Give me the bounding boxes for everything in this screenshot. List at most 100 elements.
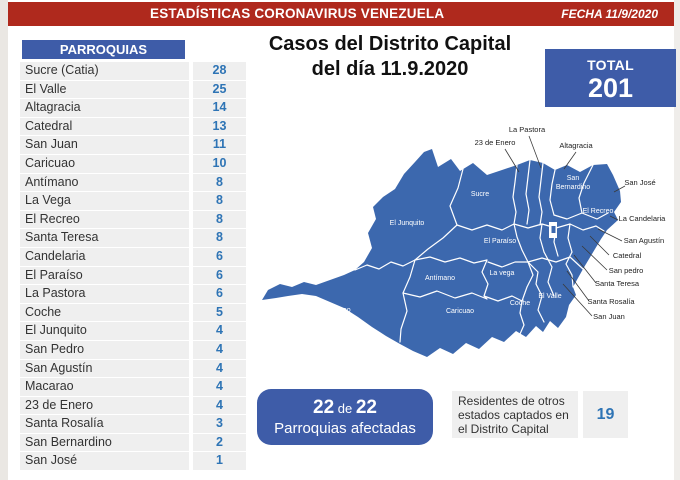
table-row: Catedral 13 <box>20 117 246 136</box>
table-row: Santa Rosalía 3 <box>20 415 246 433</box>
parroquia-value: 14 <box>193 99 246 117</box>
map-leader-line <box>563 151 577 170</box>
map-leader-line <box>504 148 520 173</box>
table-row: Altagracia 14 <box>20 99 246 117</box>
map-outside-label: Santa Teresa <box>595 279 640 288</box>
map-outside-label: 23 de Enero <box>475 138 516 147</box>
map-inside-label: El Recreo <box>583 208 614 215</box>
parroquia-value: 6 <box>193 285 246 303</box>
table-row: Santa Teresa 8 <box>20 229 246 247</box>
parroquia-value: 13 <box>193 117 246 136</box>
map-outside-label: San Agustín <box>624 236 664 245</box>
map-leader-line <box>581 245 608 271</box>
parroquia-value: 8 <box>193 229 246 247</box>
affected-of: de <box>337 401 353 416</box>
map-landmass <box>262 149 621 357</box>
table-row: 23 de Enero 4 <box>20 396 246 415</box>
residents-other-states-value: 19 <box>583 391 628 438</box>
table-row: El Valle 25 <box>20 80 246 99</box>
total-box: TOTAL 201 <box>545 49 676 107</box>
parroquia-value: 25 <box>193 80 246 99</box>
parroquia-value: 6 <box>193 247 246 266</box>
map-outside-label: Altagracia <box>559 141 593 150</box>
map-inside-label: Macarao <box>323 307 350 314</box>
map-inside-label: Antímano <box>425 275 455 282</box>
page-title: Casos del Distrito Capital del día 11.9.… <box>262 32 518 82</box>
parroquia-value: 2 <box>193 433 246 452</box>
header-date: FECHA 11/9/2020 <box>561 7 658 21</box>
parroquia-name: Santa Teresa <box>20 229 189 247</box>
parroquia-name: San Bernardino <box>20 433 189 452</box>
table-row: San José 1 <box>20 452 246 471</box>
left-border <box>0 0 8 480</box>
table-row: Macarao 4 <box>20 378 246 396</box>
map-inside-label: Sucre <box>471 191 489 198</box>
parroquia-name: La Pastora <box>20 285 189 303</box>
map-outside-label: Santa Rosalía <box>587 297 635 306</box>
table-row: El Recreo 8 <box>20 210 246 229</box>
map-leader-lines <box>504 135 626 317</box>
parroquia-name: El Junquito <box>20 322 189 340</box>
map-leader-line <box>566 270 590 302</box>
parroquia-value: 4 <box>193 340 246 359</box>
map-inside-label: San Bernardino <box>556 175 590 191</box>
table-header-parroquias: PARROQUIAS <box>22 40 185 59</box>
parroquia-name: Caricuao <box>20 154 189 173</box>
map-leader-line <box>589 235 610 256</box>
affected-parroquias-box: 22 de 22 Parroquias afectadas <box>257 389 433 445</box>
table-row: San Juan 11 <box>20 136 246 154</box>
parroquia-name: Coche <box>20 303 189 322</box>
parroquia-name: Sucre (Catia) <box>20 62 189 80</box>
parroquia-name: El Paraíso <box>20 266 189 285</box>
parroquia-value: 11 <box>193 136 246 154</box>
parroquia-value: 4 <box>193 396 246 415</box>
parroquia-value: 8 <box>193 173 246 192</box>
parroquia-value: 8 <box>193 192 246 210</box>
total-label: TOTAL <box>587 57 634 73</box>
table-row: Candelaria 6 <box>20 247 246 266</box>
map-inside-label: Caricuao <box>446 308 474 315</box>
parroquia-name: San José <box>20 452 189 471</box>
app-header: ESTADÍSTICAS CORONAVIRUS VENEZUELA FECHA… <box>8 2 674 26</box>
map-leader-line <box>562 283 593 317</box>
table-row: Coche 5 <box>20 303 246 322</box>
page-title-line2: del día 11.9.2020 <box>311 58 469 80</box>
map-inside-label: El Valle <box>538 293 561 300</box>
parroquia-value: 4 <box>193 359 246 378</box>
affected-count-line: 22 de 22 <box>257 397 433 419</box>
table-row: La Vega 8 <box>20 192 246 210</box>
table-row: Caricuao 10 <box>20 154 246 173</box>
parroquia-value: 10 <box>193 154 246 173</box>
parroquia-value: 4 <box>193 378 246 396</box>
map-leader-line <box>597 228 623 242</box>
parroquia-value: 3 <box>193 415 246 433</box>
map-outside-label: Catedral <box>613 251 642 260</box>
table-row: Sucre (Catia) 28 <box>20 62 246 80</box>
parroquia-name: Macarao <box>20 378 189 396</box>
parroquia-name: La Vega <box>20 192 189 210</box>
map-leader-line <box>609 215 619 221</box>
map-inside-label: El Junquito <box>390 220 425 227</box>
map-inside-label: Coche <box>510 300 530 307</box>
parroquia-name: San Pedro <box>20 340 189 359</box>
distrito-capital-map: Sucre El Junquito El Paraíso Antímano La veg… <box>262 125 666 357</box>
map-outside-label: La Pastora <box>509 125 546 134</box>
page-title-line1: Casos del Distrito Capital <box>268 33 512 55</box>
parroquia-value: 28 <box>193 62 246 80</box>
table-row: San Pedro 4 <box>20 340 246 359</box>
parroquia-name: El Recreo <box>20 210 189 229</box>
parroquia-name: El Valle <box>20 80 189 99</box>
map-outside-label: San José <box>624 178 655 187</box>
residents-other-states-label: Residentes de otros estados captados en … <box>452 391 578 438</box>
map-leader-line <box>528 135 542 169</box>
parroquia-value: 5 <box>193 303 246 322</box>
parroquia-name: Santa Rosalía <box>20 415 189 433</box>
parroquia-value: 8 <box>193 210 246 229</box>
map-outside-label: San pedro <box>609 266 644 275</box>
map-center-plaza-dot <box>551 226 556 233</box>
map-inside-label: La vega <box>490 270 515 277</box>
parroquia-name: Catedral <box>20 117 189 136</box>
map-container: Sucre El Junquito El Paraíso Antímano La veg… <box>252 112 680 398</box>
parroquias-table: Sucre (Catia) 28 El Valle 25 Altagracia 14 Cat… <box>20 62 246 471</box>
parroquia-name: San Juan <box>20 136 189 154</box>
